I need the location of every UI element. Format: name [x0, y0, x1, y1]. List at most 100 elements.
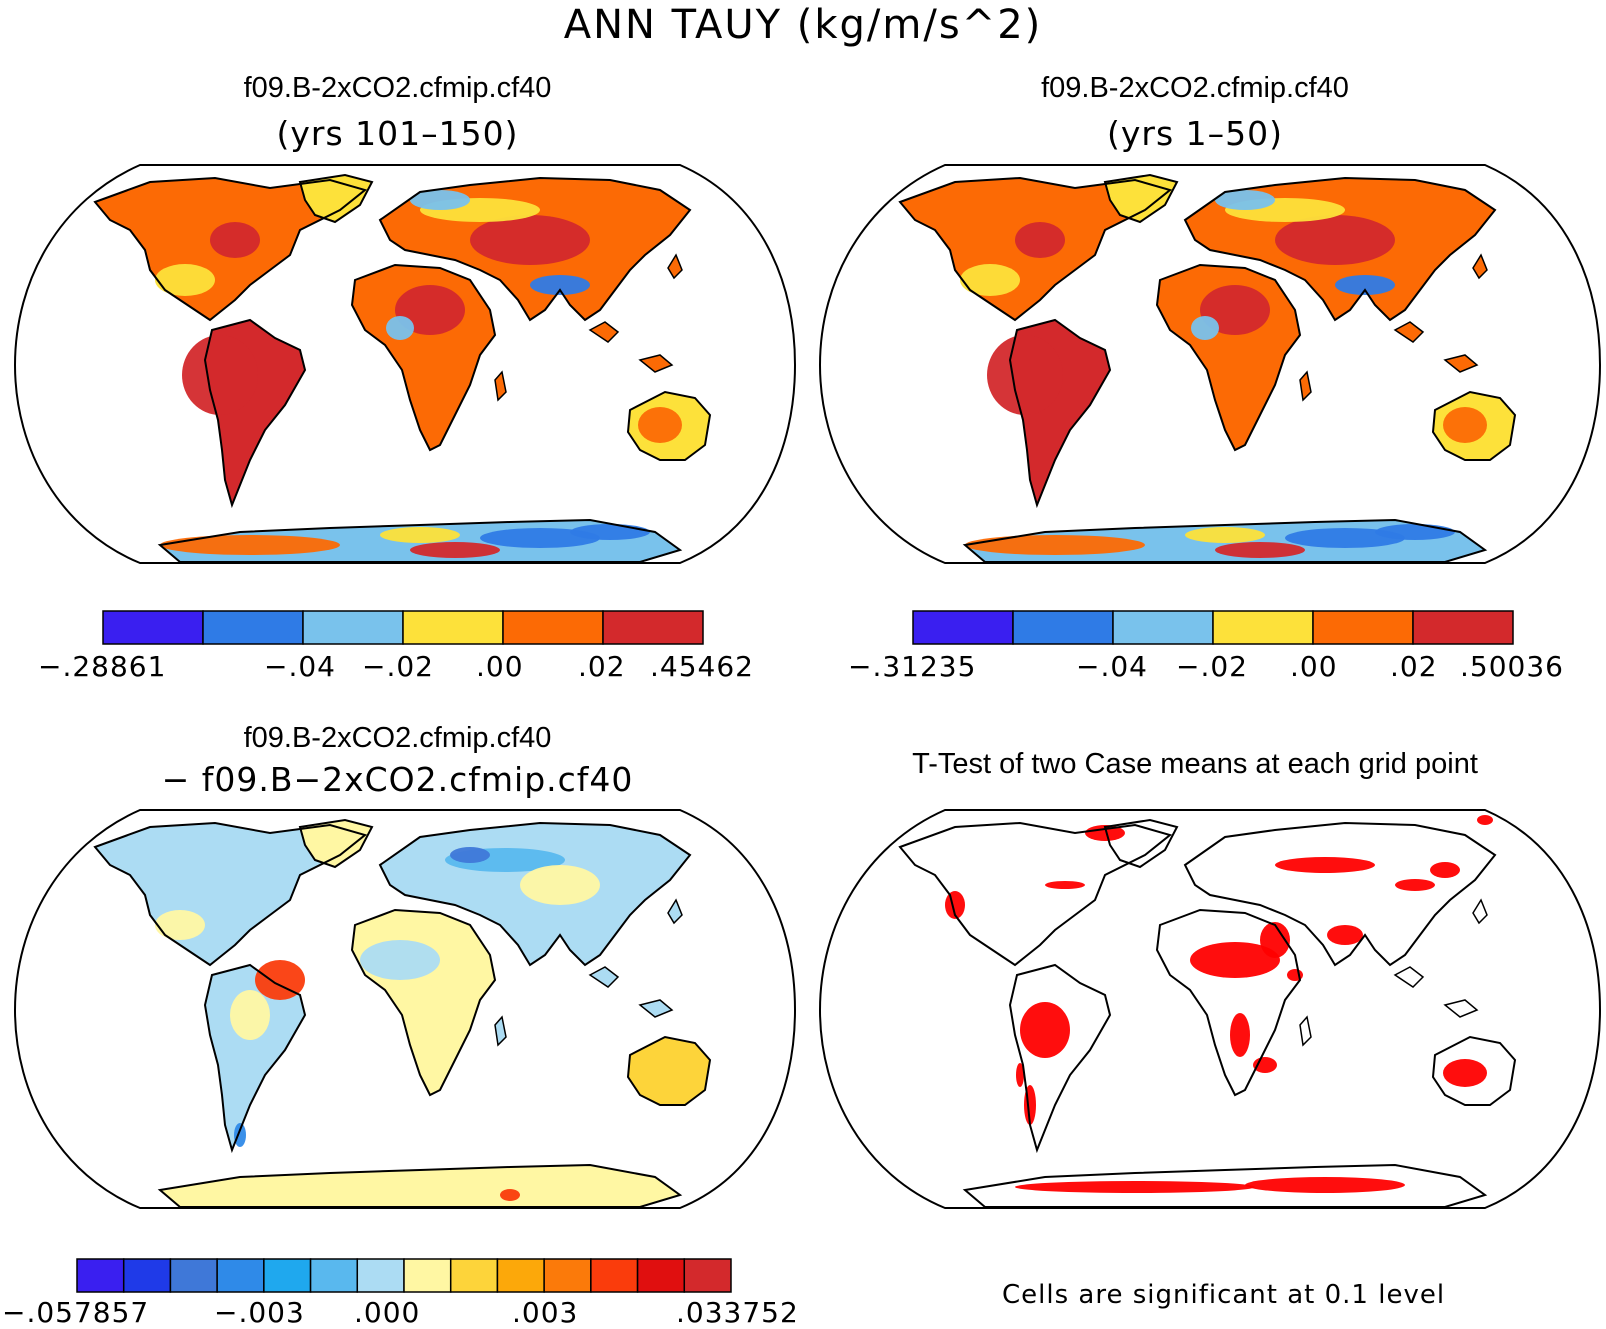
field-contour-region — [410, 542, 500, 558]
colorbar-swatch — [216, 1258, 265, 1293]
colorbar-tr-label: .02 — [1390, 650, 1438, 683]
panel-bottom-left-subtitle: − f09.B−2xCO2.cfmip.cf40 — [161, 760, 634, 799]
map-panel-top-right — [818, 164, 1602, 564]
field-contour-region — [570, 524, 650, 540]
field-contour-region — [1190, 942, 1280, 978]
coastline-eurasia — [378, 176, 692, 322]
field-contour-region — [1045, 881, 1085, 889]
landmass-eurasia — [1185, 823, 1495, 965]
field-contour-region — [255, 960, 305, 1000]
map-panel-bottom-right — [818, 809, 1602, 1209]
coastline-greenland — [298, 818, 374, 869]
field-contour-region — [386, 316, 414, 340]
coastline-island — [494, 370, 507, 402]
field-contour-region — [1015, 1181, 1255, 1193]
field-contour-region — [1085, 825, 1125, 841]
landmass-island — [668, 255, 682, 278]
panel-bottom-right-title: T-Test of two Case means at each grid po… — [912, 748, 1478, 780]
panel-top-left-title: f09.B-2xCO2.cfmip.cf40 — [243, 72, 552, 104]
coastline-island — [1472, 253, 1488, 280]
colorbar-swatch — [356, 1258, 405, 1293]
field-contour-region — [1230, 1013, 1250, 1057]
panel-top-right-title: f09.B-2xCO2.cfmip.cf40 — [1041, 72, 1349, 104]
coastline-australia — [1431, 1035, 1517, 1106]
map-content — [93, 173, 712, 563]
field-contour-region — [230, 990, 270, 1040]
field-contour-region — [1395, 879, 1435, 891]
landmass-island — [1473, 255, 1487, 278]
field-contour-region — [1020, 1002, 1070, 1058]
field-contour-region — [638, 407, 682, 443]
coastline-island — [1472, 898, 1488, 925]
colorbar-swatch — [302, 610, 404, 645]
colorbar-swatch — [1312, 610, 1414, 645]
field-contour-region — [1275, 857, 1375, 873]
landmass-south-america — [205, 965, 305, 1150]
colorbar-swatch — [1112, 610, 1214, 645]
coastline-island — [1299, 370, 1312, 402]
panel-top-left-subtitle: (yrs 101–150) — [276, 114, 519, 153]
coastline-greenland — [1103, 818, 1179, 869]
colorbar-swatch — [122, 1258, 172, 1293]
landmass-island — [1473, 900, 1487, 923]
colorbar-tr-label: .50036 — [1460, 650, 1564, 683]
colorbar-swatch — [309, 1258, 359, 1293]
colorbar-swatch — [602, 610, 704, 645]
colorbar-tl-label: −.28861 — [38, 650, 167, 683]
landmass-north-america — [900, 823, 1170, 965]
coastline-island — [1393, 966, 1425, 988]
colorbar-bl-label: −.057857 — [2, 1296, 150, 1329]
colorbar-swatch — [102, 610, 204, 645]
field-contour-region — [1200, 285, 1270, 335]
field-contour-region — [1015, 222, 1065, 258]
coastline-island — [1393, 321, 1425, 343]
panel-top-right-subtitle: (yrs 1–50) — [1106, 114, 1283, 153]
field-contour-region — [410, 985, 450, 1065]
colorbar-tl-label: .45462 — [650, 650, 754, 683]
colorbar-swatch — [1412, 610, 1514, 645]
coastline-australia — [626, 390, 712, 461]
field-contour-region — [160, 535, 340, 555]
colorbar-swatch — [543, 1258, 592, 1293]
field-contour-region — [960, 264, 1020, 296]
coastline-south-america — [203, 318, 307, 509]
field-contour-region — [210, 222, 260, 258]
field-contour-region — [450, 847, 490, 863]
field-contour-region — [1245, 1177, 1405, 1193]
coastline-island — [1299, 1015, 1312, 1047]
colorbar-swatch — [76, 1258, 125, 1293]
field-contour-region — [410, 190, 470, 210]
field-contour-region — [155, 910, 205, 940]
significance-footnote: Cells are significant at 0.1 level — [1002, 1280, 1446, 1310]
field-contour-region — [1375, 524, 1455, 540]
colorbar-swatch — [496, 1258, 545, 1293]
field-contour-region — [1443, 407, 1487, 443]
map-content — [898, 815, 1517, 1208]
map-panel-top-left — [13, 164, 797, 564]
colorbar-bl-label: −.003 — [214, 1296, 305, 1329]
coastline-island — [638, 354, 674, 373]
field-contour-region — [1275, 215, 1395, 265]
coastline-island — [638, 999, 674, 1018]
field-contour-region — [1477, 815, 1493, 825]
coastline-south-america — [1008, 963, 1112, 1154]
colorbar-swatch — [403, 1258, 452, 1293]
colorbar-swatch — [1212, 610, 1314, 645]
coastline-island — [667, 253, 683, 280]
field-contour-region — [395, 285, 465, 335]
field-contour-region — [1215, 190, 1275, 210]
coastline-eurasia — [1183, 821, 1497, 967]
colorbar-swatch — [263, 1258, 312, 1293]
coastline-australia — [1431, 390, 1517, 461]
field-contour-region — [380, 527, 460, 543]
map-boundary — [818, 809, 1602, 1209]
field-contour-region — [1191, 316, 1219, 340]
panel-bottom-left-title: f09.B-2xCO2.cfmip.cf40 — [243, 722, 552, 754]
field-contour-region — [1285, 528, 1405, 548]
colorbar-swatch — [449, 1258, 499, 1293]
colorbar-bottom-left — [76, 1258, 732, 1293]
colorbar-tl-label: −.04 — [264, 650, 336, 683]
field-contour-region — [987, 335, 1063, 415]
coastline-island — [1443, 999, 1479, 1018]
coastline-eurasia — [378, 821, 692, 967]
